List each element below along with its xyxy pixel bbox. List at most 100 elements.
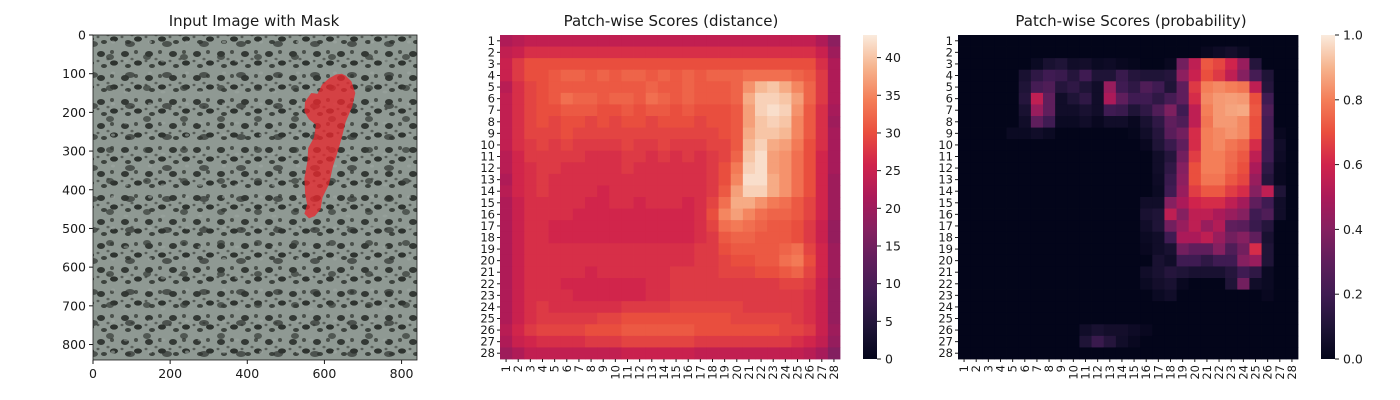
heatmap-cell [779,162,792,175]
probability-row-labels: 1234567891011121314151617181920212223242… [938,34,958,360]
heatmap-cell [803,162,817,175]
heatmap-cell [1164,127,1177,140]
heatmap-cell [560,243,574,256]
heatmap-cell [958,173,971,186]
heatmap-cell [1079,301,1092,314]
heatmap-cell [1079,104,1092,117]
heatmap-cell [1091,58,1105,71]
heatmap-cell [609,197,622,209]
heatmap-cell [1043,324,1056,337]
heatmap-cell [572,243,586,256]
heatmap-cell [1043,150,1056,163]
heatmap-cell [755,81,768,94]
heatmap-cell [609,266,622,279]
heatmap-cell [682,185,695,198]
heatmap-cell [970,266,983,279]
heatmap-cell [1140,289,1153,302]
heatmap-cell [1225,139,1238,152]
heatmap-cell [585,46,598,59]
heatmap-cell [1067,69,1080,82]
heatmap-cell [1018,220,1032,233]
heatmap-cell [645,116,659,128]
heatmap-cell [536,127,549,140]
heatmap-cell [597,289,610,302]
heatmap-cell [1115,312,1129,325]
col-label: 20 [1188,365,1202,380]
heatmap-cell [1285,185,1299,198]
row-label: 7 [488,103,495,117]
heatmap-cell [1188,139,1202,152]
heatmap-cell [755,312,768,325]
heatmap-cell [1103,46,1117,59]
heatmap-cell [1018,173,1032,186]
heatmap-cell [1091,208,1105,221]
heatmap-cell [1006,266,1020,279]
heatmap-cell [1055,324,1068,337]
heatmap-cell [512,46,525,59]
heatmap-cell [585,301,598,314]
heatmap-cell [706,335,719,348]
heatmap-cell [718,197,732,209]
heatmap-cell [970,92,983,105]
heatmap-cell [694,139,707,152]
heatmap-cell [718,173,732,186]
heatmap-cell [791,335,804,348]
heatmap-cell [621,150,634,163]
heatmap-cell [1115,127,1129,140]
heatmap-cell [755,58,768,71]
heatmap-cell [560,254,574,267]
heatmap-cell [621,266,634,279]
heatmap-cell [670,312,683,325]
heatmap-cell [1164,208,1177,221]
heatmap-cell [1115,116,1129,128]
heatmap-cell [1225,347,1238,360]
heatmap-cell [500,162,513,175]
heatmap-cell [524,220,537,233]
row-label: 25 [480,312,495,326]
heatmap-cell [694,92,707,105]
heatmap-cell [1273,278,1287,290]
heatmap-cell [803,301,817,314]
heatmap-cell [657,335,671,348]
heatmap-cell [1213,35,1226,47]
heatmap-cell [524,58,537,71]
heatmap-cell [694,197,707,209]
heatmap-cell [1079,231,1092,244]
heatmap-cell [1152,116,1165,128]
heatmap-cell [621,69,634,82]
heatmap-cell [779,185,792,198]
heatmap-cell [1043,231,1056,244]
heatmap-cell [536,35,549,47]
heatmap-cell [1030,139,1044,152]
col-label: 19 [1176,365,1190,380]
heatmap-cell [1115,347,1129,360]
heatmap-cell [682,312,695,325]
heatmap-cell [827,162,841,175]
heatmap-cell [827,278,841,290]
heatmap-cell [742,324,756,337]
heatmap-cell [682,289,695,302]
heatmap-cell [730,243,744,256]
heatmap-cell [524,289,537,302]
heatmap-cell [827,324,841,337]
heatmap-cell [1006,69,1020,82]
heatmap-cell [1225,335,1238,348]
heatmap-cell [657,69,671,82]
heatmap-cell [1030,266,1044,279]
heatmap-cell [779,69,792,82]
heatmap-cell [730,104,744,117]
heatmap-cell [657,289,671,302]
heatmap-cell [1079,46,1092,59]
heatmap-cell [755,208,768,221]
heatmap-cell [536,312,549,325]
heatmap-cell [1285,92,1299,105]
heatmap-cell [1249,197,1262,209]
heatmap-cell [645,35,659,47]
row-label: 21 [480,265,495,279]
heatmap-cell [1006,197,1020,209]
heatmap-cell [1176,347,1190,360]
col-label: 26 [1261,365,1275,380]
heatmap-cell [682,208,695,221]
heatmap-cell [657,127,671,140]
heatmap-cell [958,289,971,302]
